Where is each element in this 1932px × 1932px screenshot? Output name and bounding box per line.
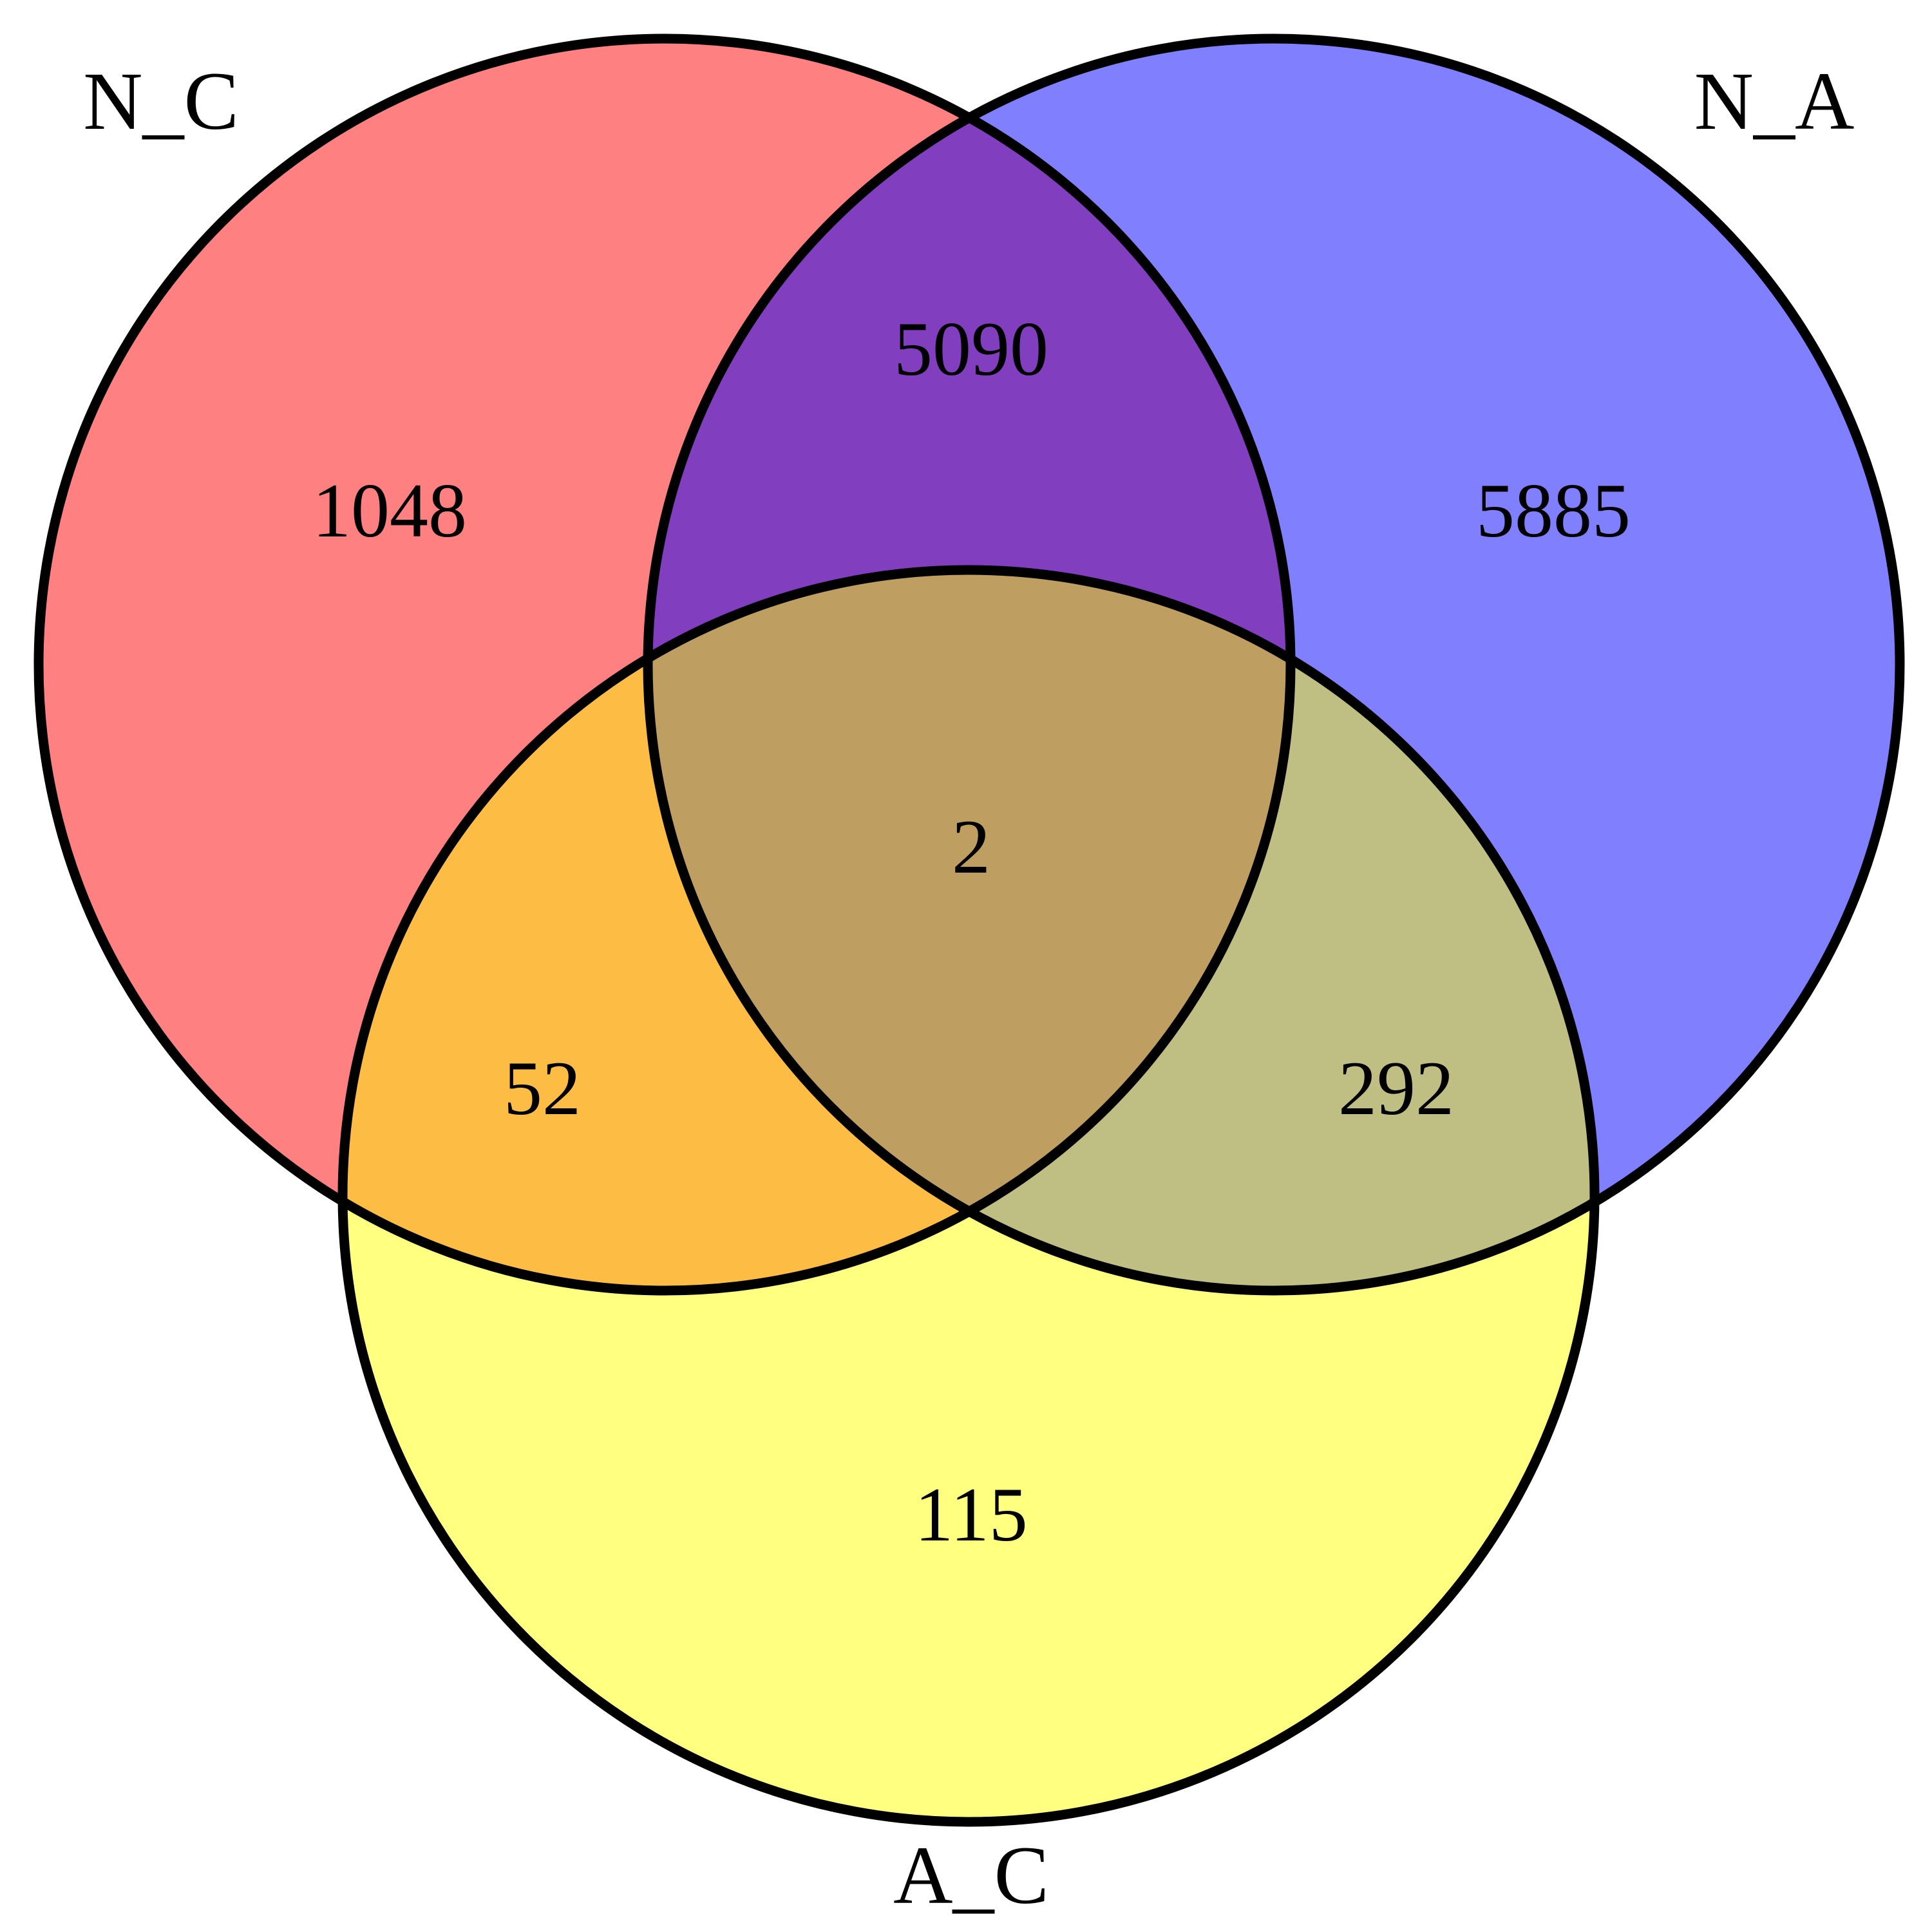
region-count-all: 2 bbox=[952, 804, 990, 889]
region-count-ac-only: 115 bbox=[914, 1472, 1028, 1557]
region-count-na-only: 5885 bbox=[1476, 468, 1631, 553]
set-label-nc: N_C bbox=[83, 55, 239, 147]
set-na-outline bbox=[643, 33, 1905, 1296]
set-label-na: N_A bbox=[1694, 55, 1855, 147]
region-count-nc-ac: 52 bbox=[504, 1045, 581, 1131]
region-count-nc-only: 1048 bbox=[312, 468, 467, 553]
set-nc-outline bbox=[33, 33, 1296, 1296]
set-label-ac: A_C bbox=[893, 1830, 1049, 1921]
set-ac-outline bbox=[337, 565, 1600, 1827]
region-count-na-ac: 292 bbox=[1338, 1045, 1454, 1131]
region-count-nc-na: 5090 bbox=[894, 306, 1048, 392]
